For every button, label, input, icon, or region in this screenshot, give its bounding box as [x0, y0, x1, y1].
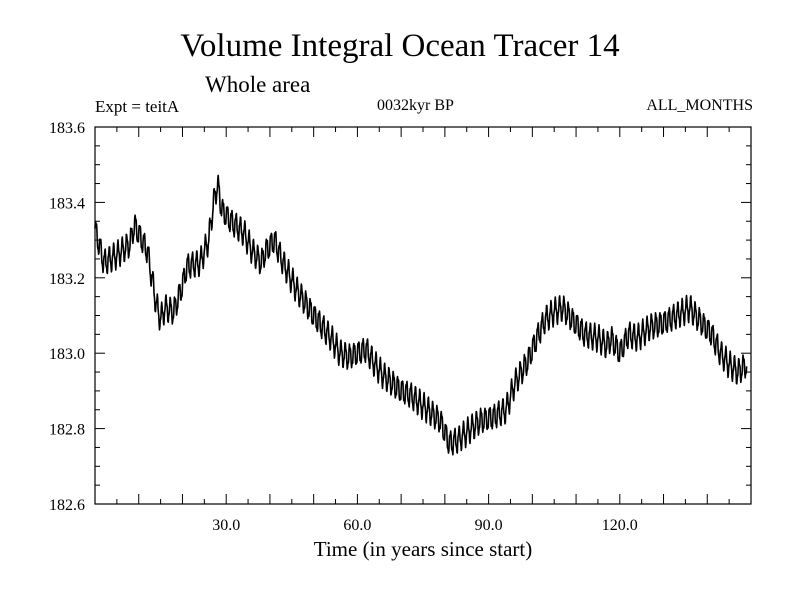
chart-subtitle: Whole area — [205, 72, 311, 97]
x-axis-label: Time (in years since start) — [313, 537, 533, 561]
months-label: ALL_MONTHS — [646, 97, 753, 114]
y-tick-label: 182.6 — [49, 497, 85, 514]
y-tick-label: 183.6 — [49, 120, 85, 137]
experiment-label: Expt = teitA — [95, 97, 180, 116]
series-line — [94, 174, 748, 456]
y-tick-label: 182.8 — [49, 422, 85, 439]
x-tick-label: 30.0 — [212, 517, 240, 534]
axis-ticks — [95, 126, 751, 505]
axis-tick-labels: 182.6 182.8 183.0 183.2 183.4 183.6 30.0 60.0 90… — [49, 120, 638, 534]
y-tick-label: 183.4 — [49, 195, 85, 212]
x-tick-label: 60.0 — [343, 517, 371, 534]
period-label: 0032kyr BP — [377, 97, 454, 114]
y-tick-label: 183.2 — [49, 271, 85, 288]
plot-frame — [94, 126, 752, 505]
y-tick-label: 183.0 — [49, 346, 85, 363]
x-tick-label: 90.0 — [475, 517, 503, 534]
x-tick-label: 120.0 — [602, 517, 638, 534]
chart-title: Volume Integral Ocean Tracer 14 — [180, 28, 620, 64]
